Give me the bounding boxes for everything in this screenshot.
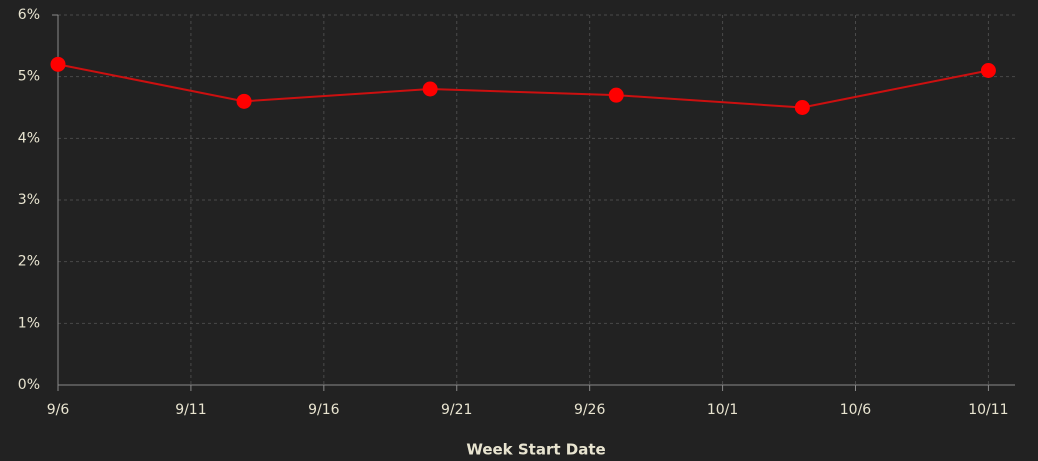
line: [57, 63, 989, 109]
y-tick-label: 6%: [18, 7, 40, 23]
marker: [50, 56, 66, 72]
y-tick-label: 1%: [18, 315, 40, 331]
marker: [608, 87, 624, 103]
marker: [980, 63, 996, 78]
x-tick-label: 9/16: [308, 402, 340, 418]
y-tick-label: 2%: [18, 254, 40, 270]
x-tick-label: 10/1: [707, 402, 738, 418]
x-tick-label: 9/21: [441, 402, 472, 418]
marker: [422, 81, 438, 97]
y-tick-label: 0%: [18, 377, 40, 393]
y-tick-label: 5%: [18, 69, 40, 85]
x-tick-label: 10/11: [968, 402, 1008, 418]
y-tick-label: 4%: [18, 130, 40, 146]
marker: [794, 100, 810, 115]
y-tick-label: 3%: [18, 192, 40, 208]
x-axis-title: Week Start Date: [466, 441, 605, 459]
x-tick-label: 9/11: [175, 402, 206, 418]
x-tick-label: 9/6: [47, 402, 70, 418]
marker: [236, 93, 252, 109]
x-tick-label: 9/26: [574, 402, 606, 418]
x-tick-label: 10/6: [840, 402, 872, 418]
